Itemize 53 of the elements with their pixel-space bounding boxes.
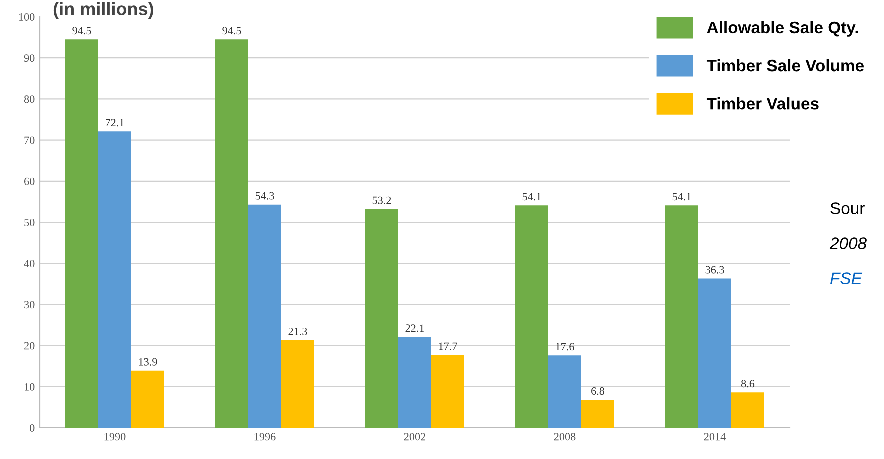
data-label: 8.6 xyxy=(741,380,755,388)
y-tick-label: 60 xyxy=(24,178,35,186)
data-label: 94.5 xyxy=(222,27,242,35)
data-label: 94.5 xyxy=(72,27,92,35)
data-label: 6.8 xyxy=(592,388,605,396)
text: FSE xyxy=(830,272,863,284)
legend-label: Timber Values xyxy=(706,98,819,110)
y-tick-label: 90 xyxy=(24,54,35,62)
bar xyxy=(516,206,548,428)
bar xyxy=(216,40,248,428)
y-tick-label: 50 xyxy=(24,218,35,226)
y-tick-label: 0 xyxy=(30,424,35,432)
x-tick-label: 2014 xyxy=(704,433,726,441)
data-label: 21.3 xyxy=(288,328,308,336)
legend-label: Timber Sale Volume xyxy=(706,59,864,72)
data-label: 54.1 xyxy=(672,193,692,201)
bar xyxy=(366,209,398,428)
data-label: 72.1 xyxy=(106,119,124,127)
y-tick-label: 20 xyxy=(24,342,35,350)
legend-label: Allowable Sale Qty. xyxy=(707,21,858,37)
bar xyxy=(398,337,432,428)
x-tick-label: 1990 xyxy=(104,433,126,441)
y-tick-label: 30 xyxy=(24,301,35,309)
bar xyxy=(282,340,314,428)
bar xyxy=(432,355,464,428)
bar xyxy=(548,356,582,428)
y-tick-label: 40 xyxy=(24,260,35,268)
data-label: 22.1 xyxy=(406,324,424,332)
data-label: 53.2 xyxy=(372,196,392,204)
x-tick-label: 1996 xyxy=(254,433,276,441)
chart-title: (in millions) xyxy=(54,2,154,20)
data-label: 13.9 xyxy=(139,358,158,366)
bar xyxy=(132,370,164,428)
y-tick-label: 10 xyxy=(25,383,35,391)
data-label: 17.6 xyxy=(556,343,574,351)
text: 2008 xyxy=(830,238,867,250)
data-label: 17.7 xyxy=(439,342,458,350)
bar xyxy=(98,132,132,428)
bar xyxy=(582,400,614,428)
data-label: 54.3 xyxy=(256,192,274,200)
bar xyxy=(666,206,698,428)
data-label: 36.3 xyxy=(706,266,724,274)
y-tick-label: 80 xyxy=(24,96,35,104)
y-tick-label: 70 xyxy=(24,136,35,144)
bar xyxy=(732,392,764,428)
x-tick-label: 2008 xyxy=(554,433,576,441)
data-label: 54.1 xyxy=(522,193,542,201)
x-tick-label: 2002 xyxy=(404,433,426,441)
text: Sour xyxy=(830,202,865,214)
bar xyxy=(248,204,282,428)
bar xyxy=(698,278,732,428)
bar xyxy=(66,40,98,428)
y-tick-label: 100 xyxy=(19,13,35,21)
